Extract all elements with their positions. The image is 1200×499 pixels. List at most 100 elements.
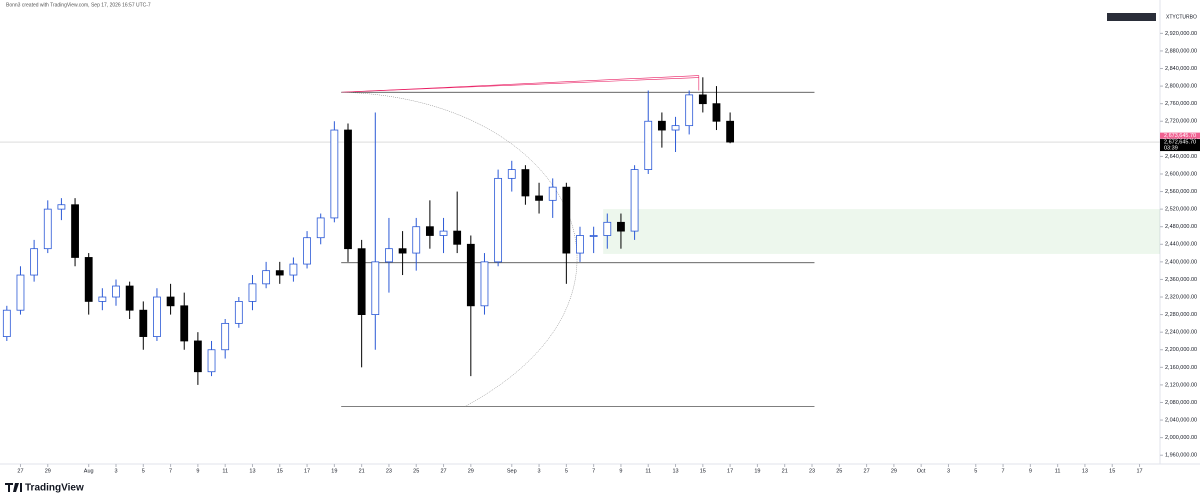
candle-body <box>480 261 489 307</box>
x-tick-label: 27 <box>17 468 23 474</box>
candle-body <box>685 94 694 127</box>
candle-body <box>425 226 434 236</box>
x-tick-label: 29 <box>45 468 51 474</box>
candle-body <box>221 322 230 351</box>
y-tick-label: 2,880,000.00 <box>1165 48 1197 54</box>
x-tick-label: Oct <box>917 468 926 474</box>
y-tick-label: 2,600,000.00 <box>1165 171 1197 177</box>
x-tick-label: 25 <box>413 468 419 474</box>
candle-body <box>507 169 516 179</box>
x-tick-label: 29 <box>891 468 897 474</box>
x-tick-label: 15 <box>700 468 706 474</box>
x-tick-label: 13 <box>249 468 255 474</box>
y-tick-label: 2,160,000.00 <box>1165 365 1197 371</box>
y-tick-label: 1,960,000.00 <box>1165 453 1197 459</box>
x-tick-label: 23 <box>809 468 815 474</box>
x-tick-label: 23 <box>386 468 392 474</box>
y-tick-label: 2,400,000.00 <box>1165 259 1197 265</box>
candle-body <box>535 195 543 201</box>
x-tick-label: 19 <box>754 468 760 474</box>
candle-body <box>644 120 653 170</box>
x-tick-label: 15 <box>1109 468 1115 474</box>
y-tick-label: 2,760,000.00 <box>1165 101 1197 107</box>
candle-body <box>125 285 134 311</box>
candle-body <box>71 204 79 258</box>
arc-drawing <box>341 91 578 407</box>
x-tick-label: 3 <box>538 468 541 474</box>
candle-body <box>385 248 393 263</box>
candle-body <box>494 177 503 263</box>
candle-body <box>180 305 189 342</box>
candle-body <box>330 129 339 219</box>
y-tick-label: 2,360,000.00 <box>1165 277 1197 283</box>
candle-body <box>617 221 625 232</box>
y-tick-label: 2,240,000.00 <box>1165 330 1197 336</box>
candle-body <box>316 217 325 239</box>
y-tick-label: 2,120,000.00 <box>1165 382 1197 388</box>
candle-body <box>16 274 25 311</box>
symbol: XTYCTURBO <box>1166 14 1197 20</box>
x-tick-label: 5 <box>974 468 977 474</box>
x-tick-label: 11 <box>645 468 651 474</box>
demand-zone <box>603 209 1160 254</box>
candle-body <box>548 186 557 201</box>
x-tick-label: 27 <box>440 468 446 474</box>
y-tick-label: 2,480,000.00 <box>1165 224 1197 230</box>
candle-body <box>726 120 735 143</box>
candle-body <box>303 237 311 265</box>
legend-box <box>1107 13 1156 21</box>
header: Bonn3 created with TradingView.com, Sep … <box>6 2 151 8</box>
candle-body <box>712 103 721 122</box>
x-tick-label: Sep <box>507 468 517 474</box>
candle-body <box>248 283 257 302</box>
trend-line <box>341 75 699 93</box>
x-tick-label: 7 <box>1002 468 1005 474</box>
x-tick-label: 21 <box>782 468 788 474</box>
x-tick-label: 17 <box>304 468 310 474</box>
x-tick-label: 17 <box>1136 468 1142 474</box>
candle-body <box>43 208 52 250</box>
x-tick-label: 7 <box>169 468 172 474</box>
x-tick-label: 15 <box>277 468 283 474</box>
candle-body <box>289 263 298 276</box>
x-tick-label: 9 <box>196 468 199 474</box>
x-tick-label: 7 <box>592 468 595 474</box>
countdown: 03:39 <box>1164 146 1178 152</box>
candle-body <box>603 221 612 236</box>
candle-body <box>398 248 407 254</box>
x-tick-label: Aug <box>84 468 94 474</box>
candle-body <box>98 296 107 302</box>
candle-body <box>262 270 271 285</box>
candle-body <box>193 340 202 373</box>
brand: TradingView <box>25 483 84 494</box>
brand-logo <box>5 483 22 492</box>
candle-body <box>671 125 680 131</box>
y-tick-label: 2,000,000.00 <box>1165 435 1197 441</box>
candle-body <box>576 235 584 254</box>
y-tick-label: 2,520,000.00 <box>1165 207 1197 213</box>
y-tick-label: 2,640,000.00 <box>1165 154 1197 160</box>
last-price-tag <box>1160 139 1200 152</box>
y-tick-label: 2,440,000.00 <box>1165 242 1197 248</box>
y-tick-label: 2,560,000.00 <box>1165 189 1197 195</box>
candle-body <box>466 243 475 307</box>
candle-body <box>439 230 448 236</box>
candle-body <box>84 257 93 302</box>
candle-body <box>357 248 366 315</box>
x-tick-label: 29 <box>468 468 474 474</box>
candle-body <box>166 296 175 307</box>
candle-body <box>112 285 120 298</box>
x-tick-label: 9 <box>619 468 622 474</box>
x-tick-label: 27 <box>864 468 870 474</box>
x-tick-label: 5 <box>565 468 568 474</box>
last-price-label: 2,672,645.70 <box>1164 140 1196 146</box>
y-tick-label: 2,040,000.00 <box>1165 418 1197 424</box>
candle-body <box>453 230 462 245</box>
x-tick-label: 25 <box>836 468 842 474</box>
candle-body <box>371 261 380 315</box>
candle-body <box>589 235 598 237</box>
y-tick-label: 2,280,000.00 <box>1165 312 1197 318</box>
mark-price-label: 2,673,645.70 <box>1164 133 1196 139</box>
y-tick-label: 2,320,000.00 <box>1165 294 1197 300</box>
